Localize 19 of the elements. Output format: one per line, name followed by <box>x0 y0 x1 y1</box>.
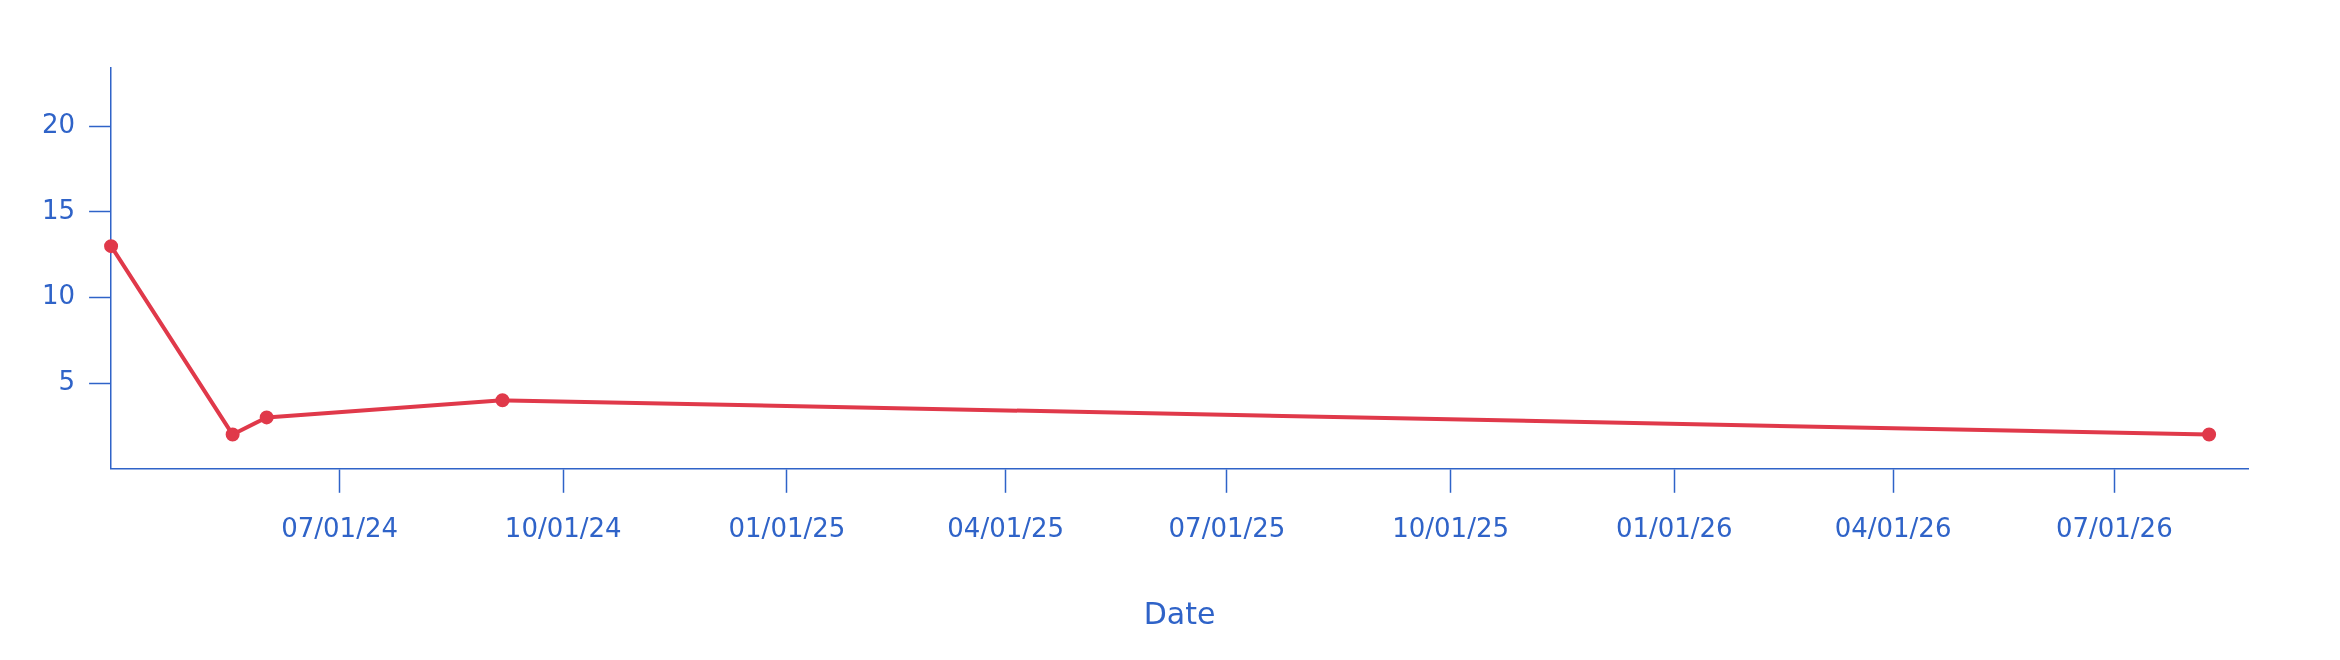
point <box>495 393 510 408</box>
y-tick-label: 10 <box>41 280 76 311</box>
point <box>225 427 240 442</box>
x-axis-title: Date <box>1143 595 1216 631</box>
y-tick-label: 20 <box>41 108 76 139</box>
x-tick-label: 10/01/24 <box>504 513 622 544</box>
x-tick-label: 04/01/25 <box>947 513 1065 544</box>
y-tick-label: 5 <box>58 365 76 396</box>
x-tick-label: 10/01/25 <box>1392 513 1509 544</box>
point <box>259 410 274 425</box>
x-tick-label: 07/01/26 <box>2055 513 2173 544</box>
y-tick-label: 15 <box>41 194 76 225</box>
x-tick-label: 07/01/24 <box>281 513 398 544</box>
x-tick-label: 04/01/26 <box>1834 513 1952 544</box>
x-tick-label: 01/01/26 <box>1615 513 1733 544</box>
point <box>2202 427 2217 442</box>
x-tick-label: 01/01/25 <box>728 513 846 544</box>
x-tick-label: 07/01/25 <box>1168 513 1286 544</box>
point <box>104 239 119 254</box>
